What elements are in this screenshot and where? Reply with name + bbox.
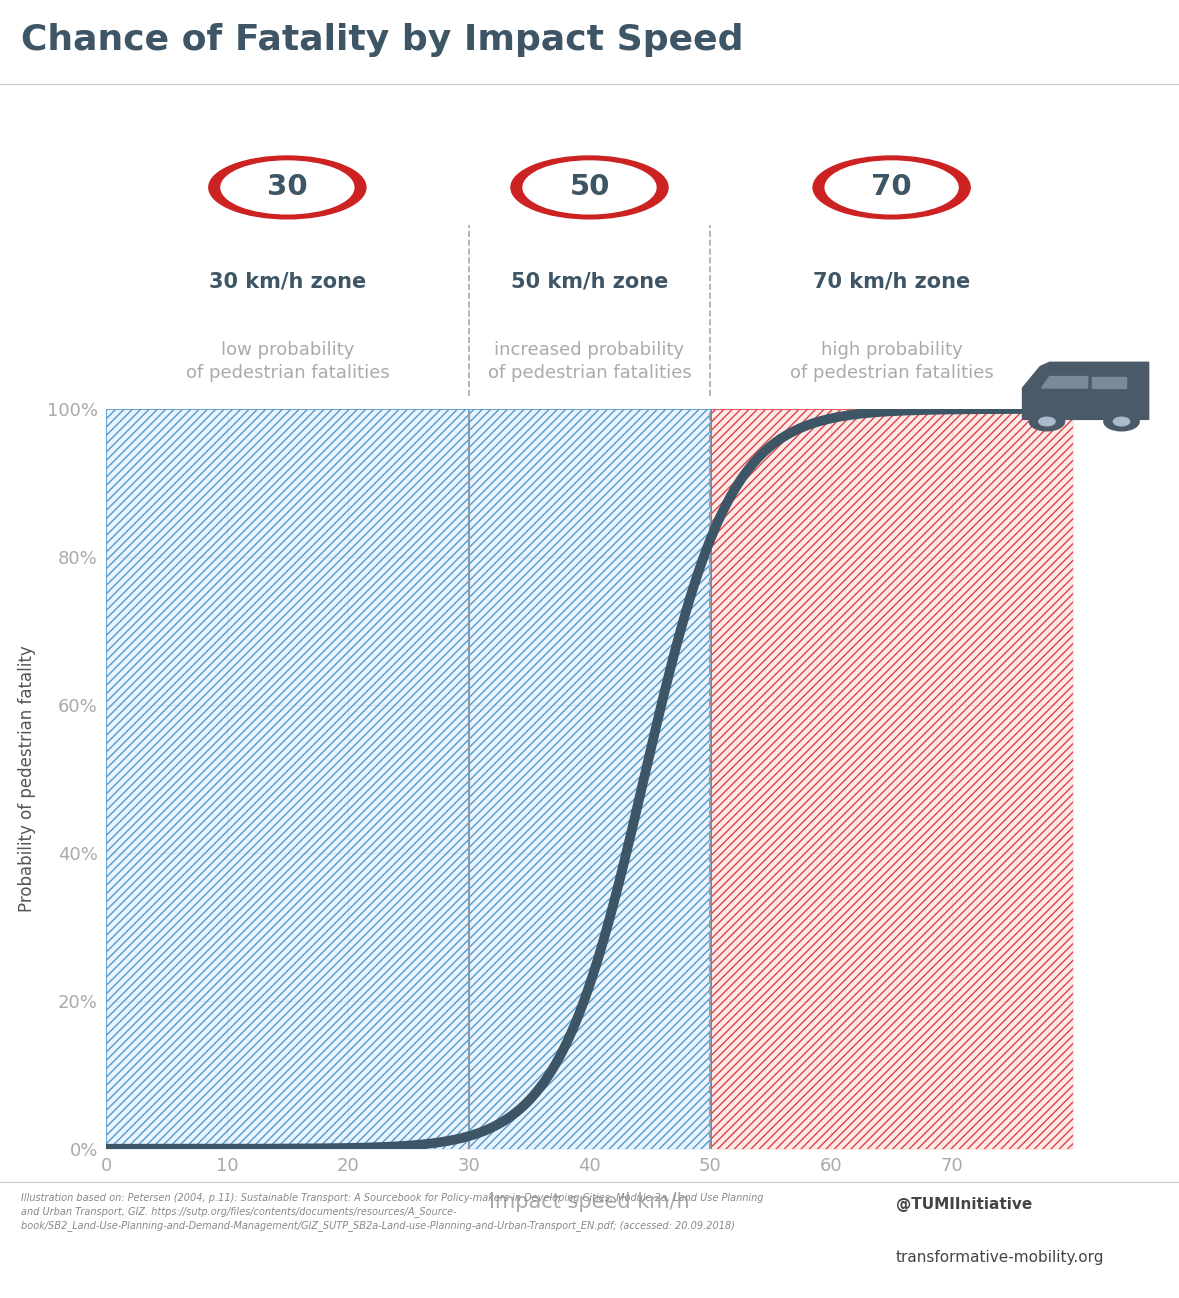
Polygon shape — [1022, 362, 1148, 419]
Text: 50: 50 — [569, 174, 610, 201]
Circle shape — [1029, 413, 1065, 431]
Ellipse shape — [814, 156, 970, 219]
Text: increased probability
of pedestrian fatalities: increased probability of pedestrian fata… — [488, 341, 691, 383]
Text: high probability
of pedestrian fatalities: high probability of pedestrian fatalitie… — [790, 341, 994, 383]
Circle shape — [1104, 413, 1139, 431]
Circle shape — [1113, 417, 1129, 426]
Ellipse shape — [220, 161, 354, 214]
Y-axis label: Probability of pedestrian fatality: Probability of pedestrian fatality — [18, 645, 35, 912]
Text: Illustration based on: Petersen (2004, p.11): Sustainable Transport: A Sourceboo: Illustration based on: Petersen (2004, p… — [21, 1193, 764, 1231]
Polygon shape — [1041, 376, 1087, 388]
Text: Chance of Fatality by Impact Speed: Chance of Fatality by Impact Speed — [21, 22, 744, 57]
Ellipse shape — [825, 161, 959, 214]
Circle shape — [1039, 417, 1055, 426]
Ellipse shape — [511, 156, 668, 219]
Polygon shape — [1092, 376, 1126, 388]
X-axis label: Impact speed km/h: Impact speed km/h — [489, 1192, 690, 1212]
Text: transformative-mobility.org: transformative-mobility.org — [896, 1250, 1105, 1266]
Text: 70: 70 — [871, 174, 911, 201]
Text: 70 km/h zone: 70 km/h zone — [814, 271, 970, 292]
Text: 30: 30 — [268, 174, 308, 201]
Ellipse shape — [523, 161, 656, 214]
Text: 50 km/h zone: 50 km/h zone — [511, 271, 668, 292]
Text: low probability
of pedestrian fatalities: low probability of pedestrian fatalities — [185, 341, 389, 383]
Text: 30 km/h zone: 30 km/h zone — [209, 271, 365, 292]
Ellipse shape — [209, 156, 365, 219]
Text: @TUMIInitiative: @TUMIInitiative — [896, 1198, 1033, 1212]
